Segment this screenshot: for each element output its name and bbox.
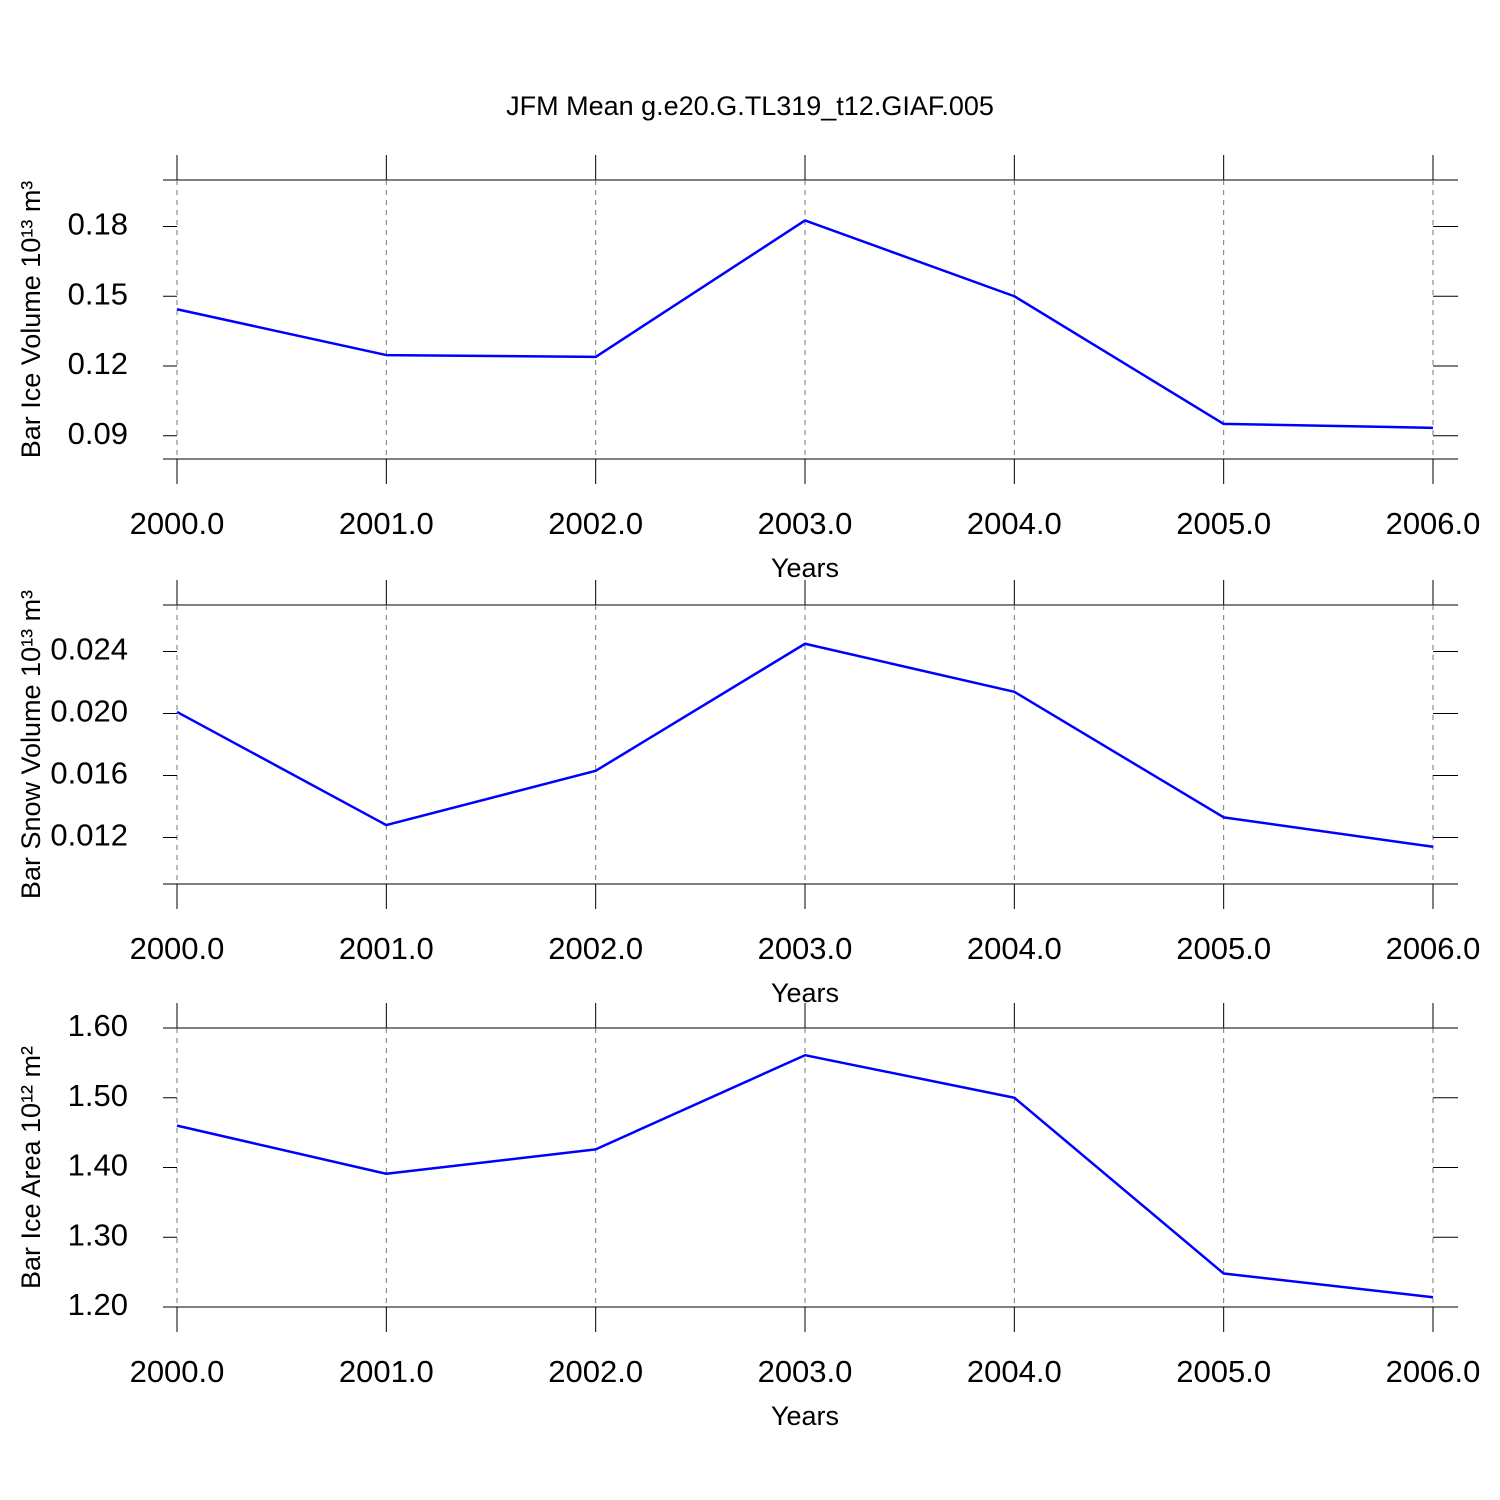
- figure-title: JFM Mean g.e20.G.TL319_t12.GIAF.005: [506, 91, 994, 121]
- data-line: [176, 219, 1434, 430]
- x-tick-label: 2002.0: [548, 506, 643, 541]
- y-axis-label: Bar Ice Volume 10¹³ m³: [16, 181, 46, 459]
- x-tick-label: 2001.0: [339, 931, 434, 966]
- x-tick-label: 2001.0: [339, 506, 434, 541]
- y-axis-label: Bar Ice Area 10¹² m²: [16, 1046, 46, 1289]
- x-tick-label: 2005.0: [1176, 931, 1271, 966]
- x-tick-label: 2006.0: [1386, 506, 1481, 541]
- x-tick-label: 2003.0: [758, 931, 853, 966]
- y-tick-label: 0.12: [68, 346, 128, 381]
- y-tick-label: 1.50: [68, 1078, 128, 1113]
- x-tick-label: 2000.0: [130, 1354, 225, 1389]
- x-tick-label: 2002.0: [548, 1354, 643, 1389]
- data-line: [176, 642, 1434, 849]
- x-tick-label: 2006.0: [1386, 1354, 1481, 1389]
- x-tick-label: 2004.0: [967, 506, 1062, 541]
- y-tick-label: 0.012: [50, 818, 128, 853]
- y-tick-label: 1.30: [68, 1217, 128, 1252]
- y-tick-label: 1.60: [68, 1008, 128, 1043]
- x-tick-label: 2005.0: [1176, 506, 1271, 541]
- x-tick-label: 2006.0: [1386, 931, 1481, 966]
- x-tick-label: 2001.0: [339, 1354, 434, 1389]
- y-tick-label: 0.18: [68, 207, 128, 242]
- x-tick-label: 2004.0: [967, 931, 1062, 966]
- y-tick-label: 0.09: [68, 416, 128, 451]
- x-tick-label: 2000.0: [130, 506, 225, 541]
- y-tick-label: 0.020: [50, 694, 128, 729]
- y-tick-label: 0.15: [68, 276, 128, 311]
- y-tick-label: 1.40: [68, 1148, 128, 1183]
- data-line: [176, 1053, 1434, 1299]
- x-tick-label: 2003.0: [758, 1354, 853, 1389]
- x-tick-label: 2003.0: [758, 506, 853, 541]
- x-tick-label: 2000.0: [130, 931, 225, 966]
- y-tick-label: 0.016: [50, 756, 128, 791]
- x-tick-label: 2005.0: [1176, 1354, 1271, 1389]
- y-axis-label: Bar Snow Volume 10¹³ m³: [16, 590, 46, 899]
- x-tick-label: 2004.0: [967, 1354, 1062, 1389]
- x-tick-label: 2002.0: [548, 931, 643, 966]
- x-axis-label: Years: [771, 1401, 839, 1431]
- x-axis-label: Years: [771, 553, 839, 583]
- y-tick-label: 1.20: [68, 1287, 128, 1322]
- y-tick-label: 0.024: [50, 632, 128, 667]
